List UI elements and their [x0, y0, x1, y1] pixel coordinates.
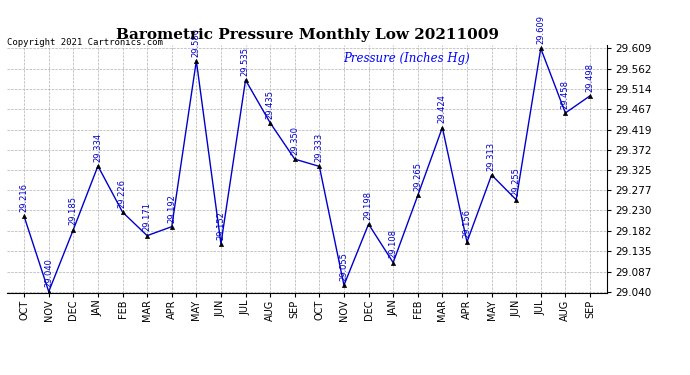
Text: 29.424: 29.424	[437, 94, 446, 123]
Text: 29.255: 29.255	[511, 167, 520, 196]
Text: 29.265: 29.265	[413, 162, 422, 191]
Text: 29.198: 29.198	[364, 191, 373, 220]
Text: 29.171: 29.171	[142, 202, 151, 231]
Text: 29.156: 29.156	[462, 209, 471, 238]
Text: 29.333: 29.333	[315, 133, 324, 162]
Text: 29.192: 29.192	[167, 194, 176, 222]
Text: 29.435: 29.435	[266, 90, 275, 118]
Title: Barometric Pressure Monthly Low 20211009: Barometric Pressure Monthly Low 20211009	[115, 28, 499, 42]
Text: 29.152: 29.152	[216, 211, 225, 240]
Text: 29.350: 29.350	[290, 126, 299, 155]
Text: 29.040: 29.040	[44, 259, 53, 288]
Text: 29.108: 29.108	[388, 230, 397, 258]
Text: Pressure (Inches Hg): Pressure (Inches Hg)	[343, 53, 470, 65]
Text: Copyright 2021 Cartronics.com: Copyright 2021 Cartronics.com	[7, 38, 163, 47]
Text: 29.609: 29.609	[536, 15, 545, 44]
Text: 29.313: 29.313	[486, 142, 495, 171]
Text: 29.055: 29.055	[339, 252, 348, 281]
Text: 29.498: 29.498	[585, 63, 594, 92]
Text: 29.226: 29.226	[118, 179, 127, 208]
Text: 29.334: 29.334	[93, 133, 102, 162]
Text: 29.216: 29.216	[19, 183, 28, 212]
Text: 29.580: 29.580	[192, 28, 201, 57]
Text: 29.185: 29.185	[68, 196, 77, 225]
Text: 29.535: 29.535	[241, 47, 250, 76]
Text: 29.458: 29.458	[560, 80, 569, 109]
